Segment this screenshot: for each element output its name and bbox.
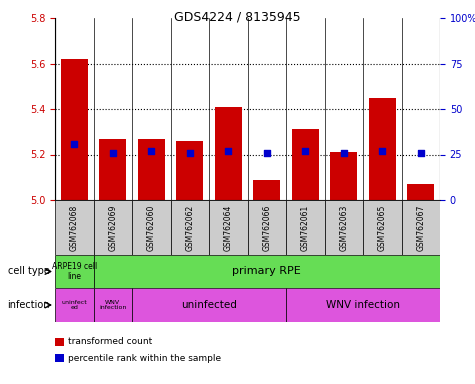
Bar xyxy=(171,200,209,255)
Text: GSM762065: GSM762065 xyxy=(378,204,387,251)
Text: GSM762063: GSM762063 xyxy=(339,204,348,251)
Bar xyxy=(61,59,88,200)
Bar xyxy=(253,180,280,200)
Text: GSM762062: GSM762062 xyxy=(185,204,194,251)
Point xyxy=(340,150,348,156)
Text: WNV
infection: WNV infection xyxy=(99,300,126,310)
Text: WNV infection: WNV infection xyxy=(326,300,400,310)
Bar xyxy=(132,200,171,255)
Text: GSM762060: GSM762060 xyxy=(147,204,156,251)
Bar xyxy=(138,139,165,200)
Text: GSM762067: GSM762067 xyxy=(416,204,425,251)
Bar xyxy=(407,184,434,200)
Bar xyxy=(209,200,247,255)
Point xyxy=(379,148,386,154)
Text: ARPE19 cell
line: ARPE19 cell line xyxy=(52,262,97,281)
Point xyxy=(70,141,78,147)
Bar xyxy=(215,107,242,200)
Bar xyxy=(94,200,132,255)
Text: uninfect
ed: uninfect ed xyxy=(61,300,87,310)
Bar xyxy=(55,288,94,322)
Text: GSM762061: GSM762061 xyxy=(301,204,310,251)
Text: GSM762066: GSM762066 xyxy=(262,204,271,251)
Point xyxy=(225,148,232,154)
Text: GSM762068: GSM762068 xyxy=(70,204,79,251)
Bar xyxy=(286,200,324,255)
Point xyxy=(147,148,155,154)
Text: GDS4224 / 8135945: GDS4224 / 8135945 xyxy=(174,10,301,23)
Text: GSM762069: GSM762069 xyxy=(108,204,117,251)
Text: infection: infection xyxy=(8,300,50,310)
Bar xyxy=(286,288,440,322)
Text: GSM762064: GSM762064 xyxy=(224,204,233,251)
Text: uninfected: uninfected xyxy=(181,300,237,310)
Point xyxy=(263,150,271,156)
Bar xyxy=(94,288,132,322)
Point xyxy=(417,150,425,156)
Bar xyxy=(330,152,357,200)
Bar xyxy=(324,200,363,255)
Bar xyxy=(55,255,94,288)
Point xyxy=(302,148,309,154)
Bar xyxy=(292,129,319,200)
Bar xyxy=(401,200,440,255)
Bar xyxy=(132,288,286,322)
Point xyxy=(109,150,116,156)
Text: primary RPE: primary RPE xyxy=(232,266,301,276)
Text: percentile rank within the sample: percentile rank within the sample xyxy=(68,354,221,362)
Bar xyxy=(176,141,203,200)
Point xyxy=(186,150,193,156)
Bar xyxy=(99,139,126,200)
Bar xyxy=(369,98,396,200)
Bar xyxy=(247,200,286,255)
Text: cell type: cell type xyxy=(8,266,50,276)
Bar xyxy=(55,200,94,255)
Bar xyxy=(363,200,401,255)
Text: transformed count: transformed count xyxy=(68,338,152,346)
